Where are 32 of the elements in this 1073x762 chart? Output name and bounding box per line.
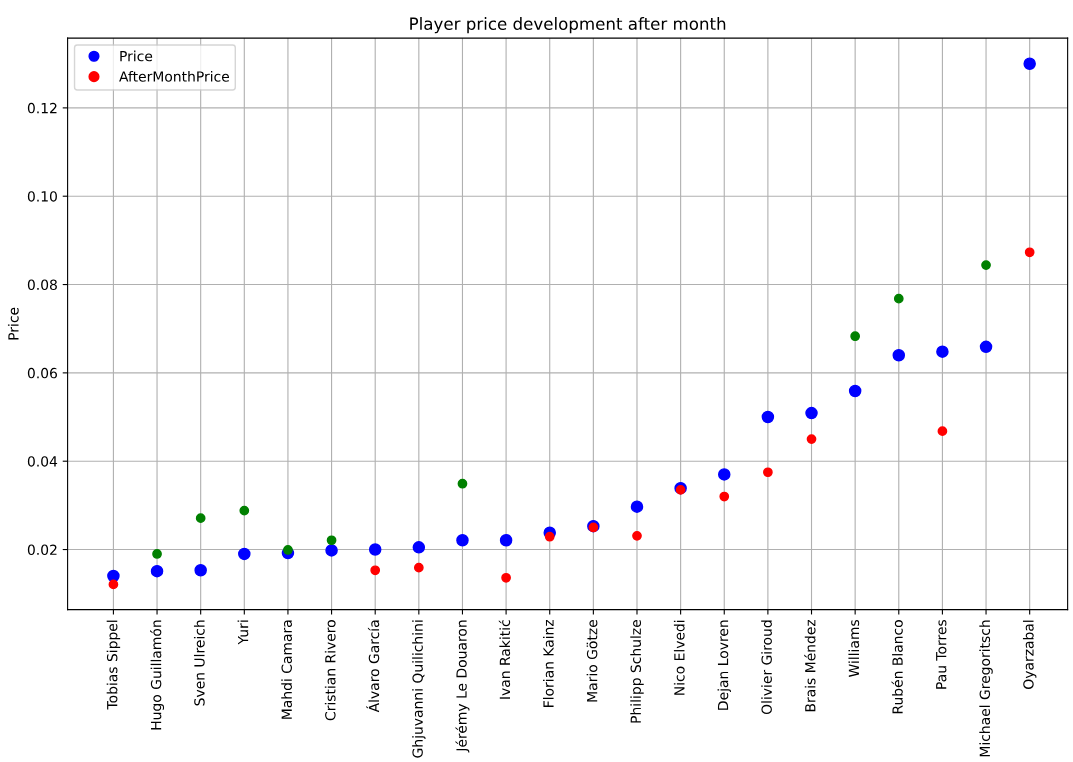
- x-tick-label: Florian Kainz: [543, 619, 554, 707]
- x-tick-label: Brais Méndez: [804, 619, 816, 712]
- y-tick-label: 0.04: [27, 456, 58, 467]
- x-tick-label: Pau Torres: [936, 620, 947, 689]
- chart-title: Player price development after month: [410, 17, 726, 34]
- x-tick-label: Cristian Rivero: [324, 620, 336, 721]
- x-tick-label: Jérémy Le Douaron: [455, 620, 470, 753]
- x-tick-label: Philipp Schulze: [630, 620, 644, 723]
- x-tick-label: Rubén Blanco: [891, 620, 903, 714]
- x-tick-label: Ivan Rakitić: [498, 620, 511, 699]
- x-tick-label: Álvaro García: [366, 620, 380, 713]
- x-tick-label: Sven Ulreich: [193, 620, 205, 706]
- y-tick-label: 0.08: [27, 279, 57, 291]
- x-tick-label: Hugo Guillamón: [150, 620, 165, 730]
- y-tick-label: 0.02: [27, 544, 57, 556]
- x-tick-label: Ghjuvanni Quilichini: [412, 620, 426, 758]
- x-tick-label: Oyarzabal: [1022, 620, 1037, 689]
- x-tick-label: Mario Götze: [586, 620, 598, 702]
- x-tick-label: Yuri: [237, 620, 249, 645]
- x-tick-label: Nico Elvedi: [673, 620, 685, 695]
- x-tick-label: Williams: [848, 620, 860, 677]
- legend-label: AfterMonthPrice: [119, 70, 230, 82]
- y-tick-label: 0.12: [27, 102, 57, 114]
- y-tick-label: 0.10: [27, 191, 57, 202]
- x-tick-label: Michael Gregoritsch: [979, 620, 993, 757]
- x-tick-label: Olivier Giroud: [761, 620, 772, 715]
- y-tick-label: 0.06: [27, 367, 57, 379]
- y-axis-title: Price: [7, 307, 19, 340]
- x-tick-label: Tobias Sippel: [106, 620, 121, 710]
- x-tick-label: Mahdi Camara: [281, 620, 292, 719]
- legend-label: Price: [120, 50, 153, 62]
- x-tick-label: Dejan Lovren: [717, 620, 731, 710]
